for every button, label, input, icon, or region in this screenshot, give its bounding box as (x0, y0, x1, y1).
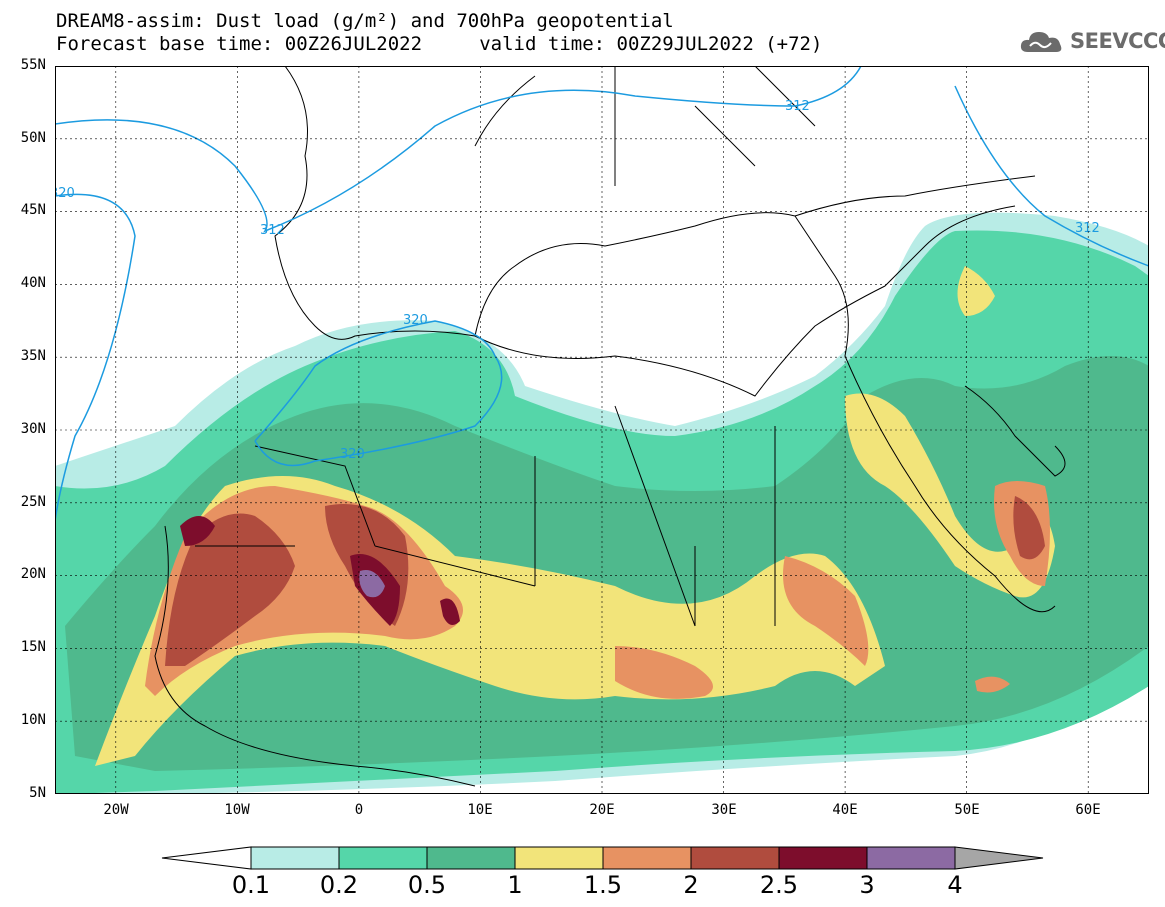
lon-tick: 20W (103, 802, 129, 818)
colorbar-segment (426, 846, 516, 870)
colorbar-under-triangle (161, 846, 252, 870)
contour-label: 312 (1075, 221, 1100, 236)
lon-tick: 40E (832, 802, 858, 818)
contour-label: 312 (260, 223, 285, 238)
colorbar-segment (690, 846, 780, 870)
map-title: DREAM8-assim: Dust load (g/m²) and 700hP… (56, 10, 674, 32)
colorbar-label: 1.5 (583, 871, 623, 899)
contour-label: 320 (55, 186, 75, 201)
colorbar-segment (514, 846, 604, 870)
colorbar-label: 0.1 (231, 871, 271, 899)
seevccc-logo: SEEVCCC (1018, 26, 1165, 56)
contour-labels: 312 312 320 320 320 312 (55, 99, 1100, 462)
lat-tick: 35N (20, 348, 46, 364)
map-subtitle: Forecast base time: 00Z26JUL2022 valid t… (56, 33, 823, 55)
lat-tick: 10N (20, 712, 46, 728)
colorbar-segment (250, 846, 340, 870)
colorbar-label: 0.2 (319, 871, 359, 899)
lat-tick: 15N (20, 639, 46, 655)
colorbar-label: 3 (859, 871, 875, 899)
colorbar-label: 4 (947, 871, 963, 899)
lon-tick: 50E (954, 802, 980, 818)
lat-tick: 25N (20, 494, 46, 510)
colorbar-segment (778, 846, 868, 870)
contour-label: 312 (785, 99, 810, 114)
colorbar-label: 2 (683, 871, 699, 899)
lon-tick: 60E (1075, 802, 1101, 818)
contour-label: 320 (340, 447, 365, 462)
colorbar-over-triangle (954, 846, 1044, 870)
colorbar (161, 846, 1044, 870)
contour-label: 320 (403, 313, 428, 328)
lon-tick: 20E (589, 802, 615, 818)
gridlines (55, 66, 1149, 794)
lat-tick: 40N (20, 275, 46, 291)
lat-tick: 20N (20, 566, 46, 582)
colorbar-segment (866, 846, 956, 870)
colorbar-segment (602, 846, 692, 870)
logo-text: SEEVCCC (1070, 29, 1165, 53)
lat-tick: 55N (20, 57, 46, 73)
cloud-icon (1020, 32, 1062, 52)
lon-tick: 10E (467, 802, 493, 818)
lat-tick: 30N (20, 421, 46, 437)
coastlines-borders (154, 66, 1066, 787)
lat-tick: 45N (20, 202, 46, 218)
lat-tick: 50N (20, 130, 46, 146)
colorbar-label: 2.5 (759, 871, 799, 899)
dust-map: 312 312 320 320 320 312 (55, 66, 1149, 794)
lon-tick: 0 (354, 802, 364, 818)
lon-tick: 10W (224, 802, 250, 818)
lat-tick: 5N (29, 785, 46, 801)
lon-tick: 30E (711, 802, 737, 818)
map-frame (55, 66, 1149, 794)
colorbar-segment (338, 846, 428, 870)
geopotential-contours (55, 66, 1149, 522)
colorbar-label: 0.5 (407, 871, 447, 899)
colorbar-label: 1 (507, 871, 523, 899)
